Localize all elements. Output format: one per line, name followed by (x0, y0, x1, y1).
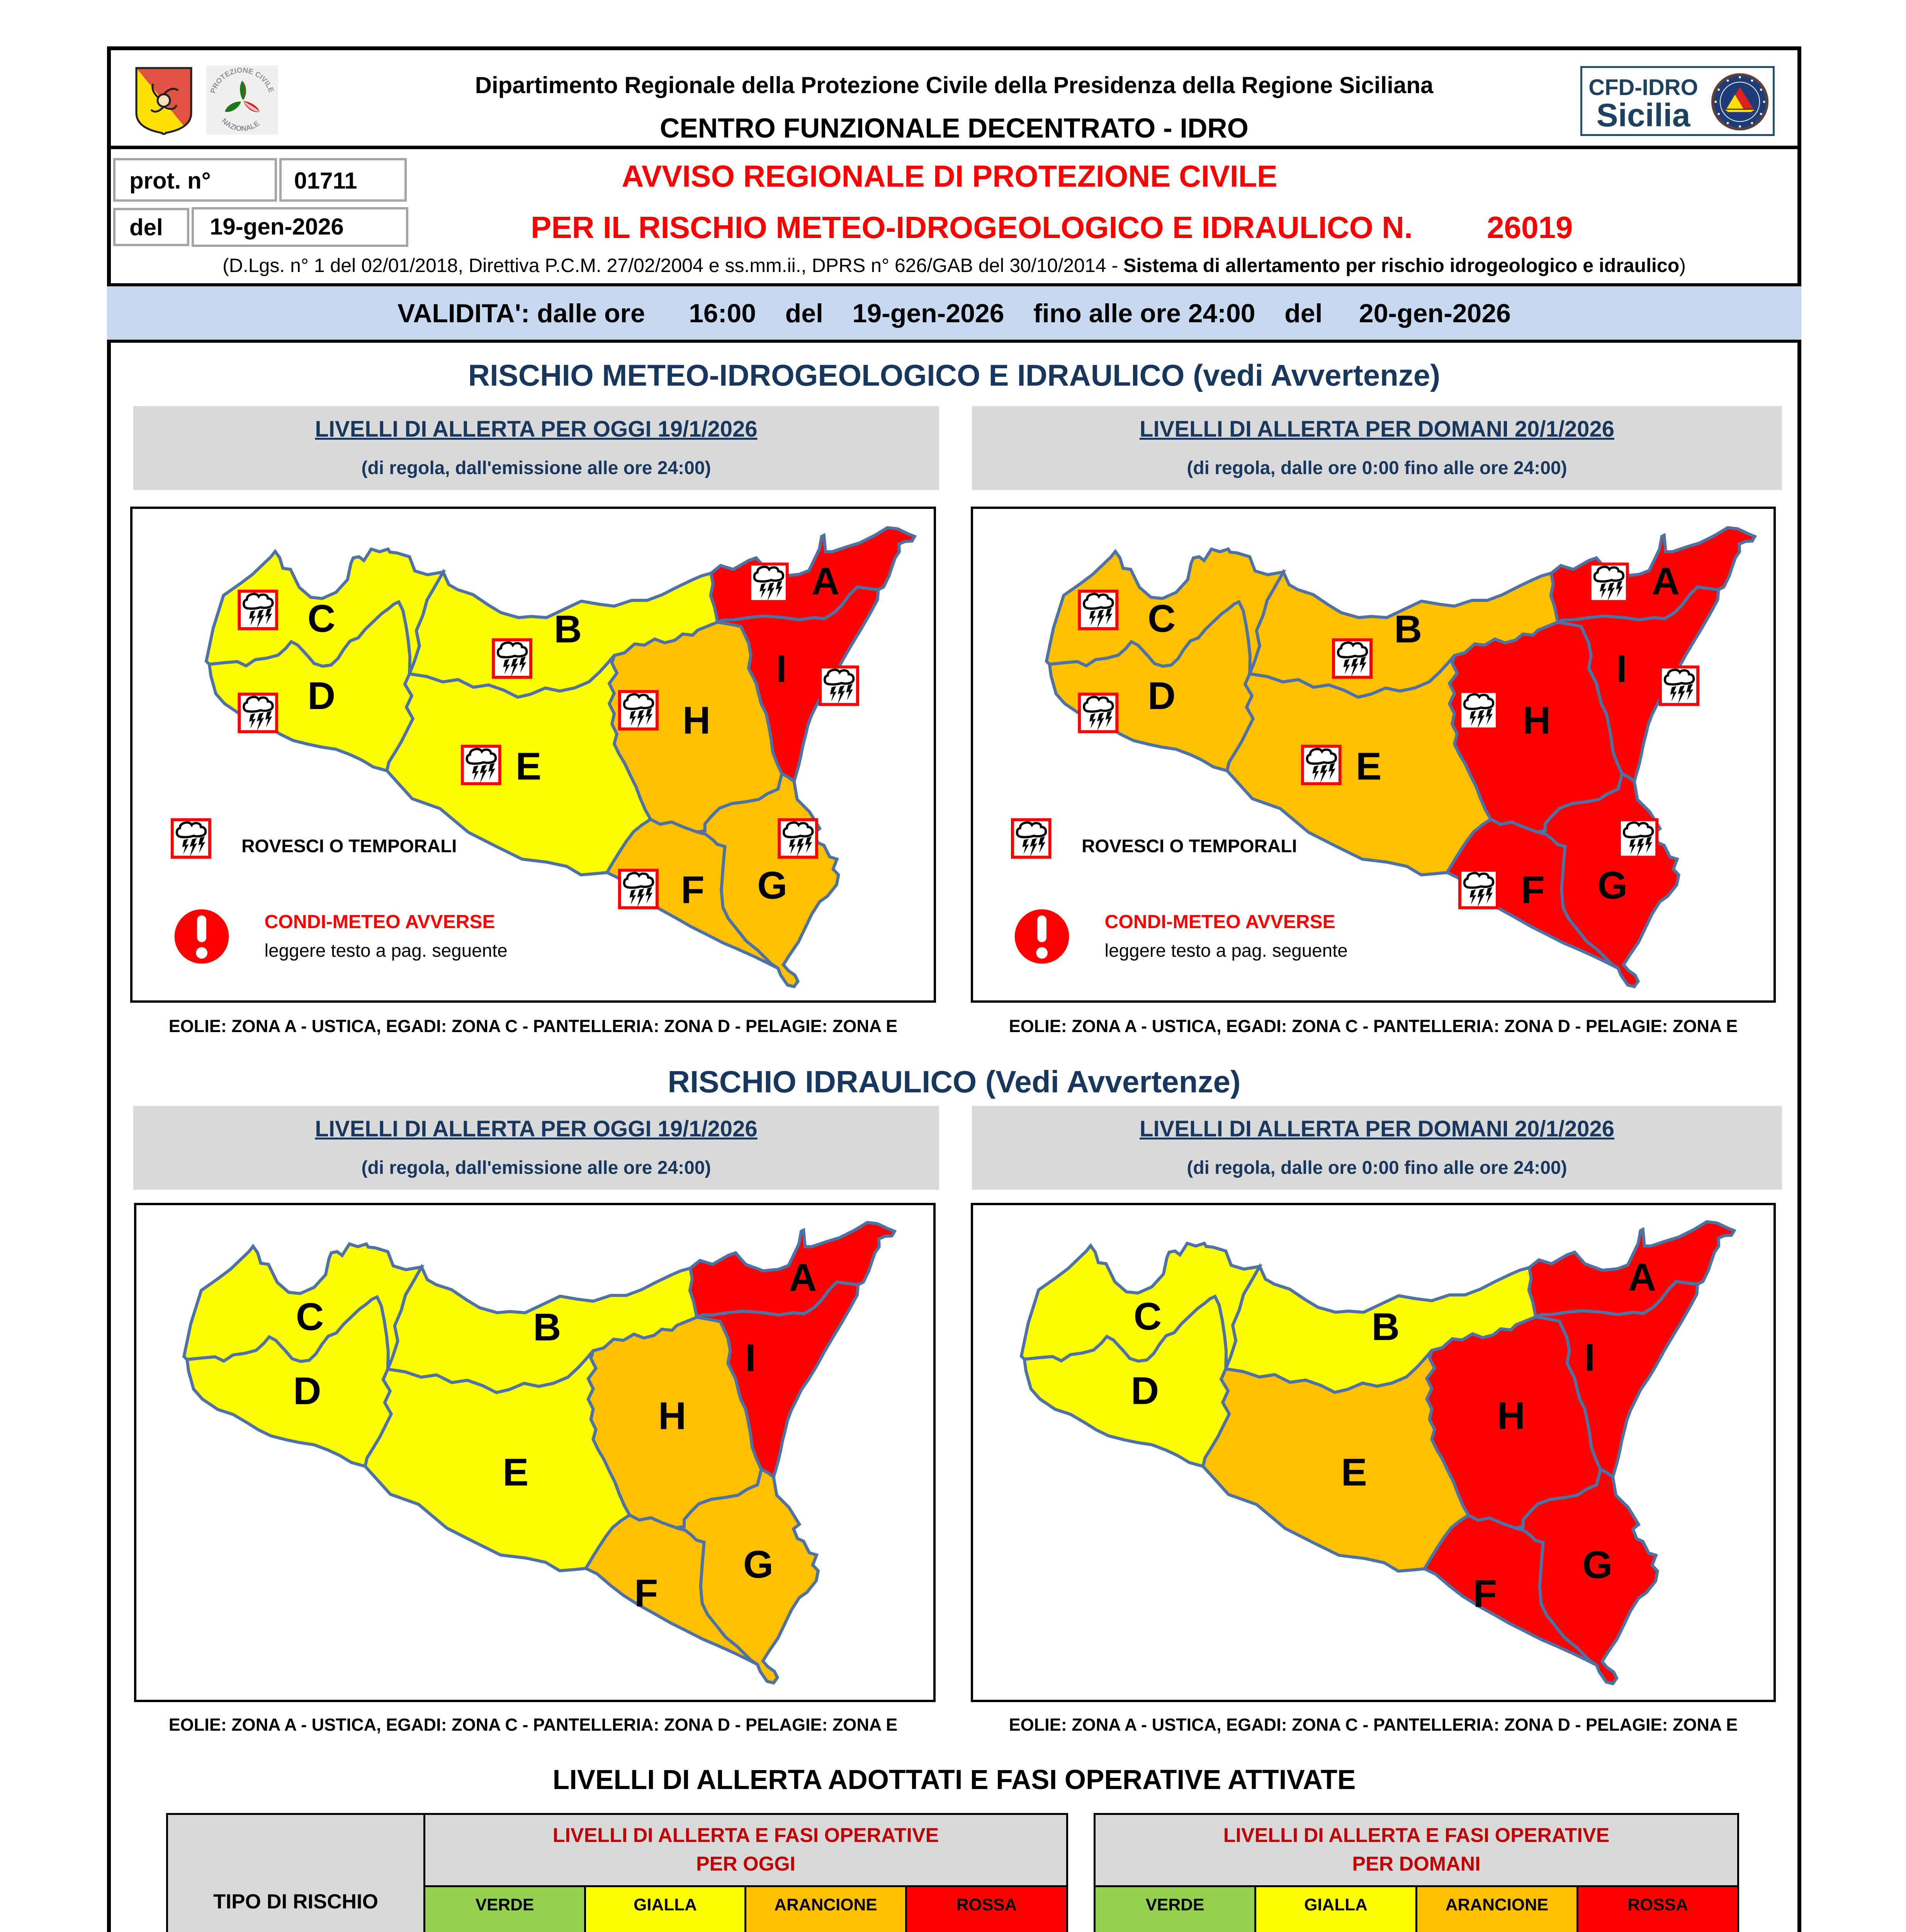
svg-text:F: F (681, 868, 705, 912)
svg-text:H: H (683, 699, 710, 742)
svg-text:C: C (296, 1295, 324, 1338)
svg-text:C: C (307, 597, 335, 640)
svg-text:B: B (554, 608, 582, 651)
svg-text:D: D (307, 674, 335, 718)
svg-text:G: G (757, 864, 787, 907)
svg-text:H: H (1497, 1394, 1525, 1437)
svg-text:F: F (1521, 868, 1545, 912)
svg-text:F: F (634, 1571, 658, 1615)
svg-text:H: H (658, 1394, 686, 1437)
svg-text:I: I (1616, 647, 1627, 690)
svg-text:A: A (1652, 560, 1680, 603)
svg-text:ROVESCI O TEMPORALI: ROVESCI O TEMPORALI (1082, 836, 1297, 857)
svg-text:B: B (533, 1306, 561, 1349)
svg-text:leggere testo a pag. seguente: leggere testo a pag. seguente (1105, 940, 1348, 961)
svg-text:A: A (789, 1256, 817, 1299)
svg-text:C: C (1133, 1295, 1162, 1338)
svg-text:E: E (1356, 745, 1382, 788)
svg-text:D: D (1148, 674, 1176, 718)
svg-text:B: B (1394, 608, 1422, 651)
svg-text:A: A (812, 560, 839, 603)
svg-text:ROVESCI O TEMPORALI: ROVESCI O TEMPORALI (241, 836, 457, 857)
svg-text:A: A (1628, 1255, 1656, 1299)
svg-text:D: D (293, 1369, 321, 1413)
svg-text:CONDI-METEO AVVERSE: CONDI-METEO AVVERSE (1105, 911, 1335, 932)
svg-text:I: I (1584, 1336, 1595, 1379)
svg-text:I: I (776, 647, 787, 690)
svg-text:leggere testo a pag. seguente: leggere testo a pag. seguente (265, 940, 508, 961)
svg-text:E: E (503, 1451, 528, 1494)
svg-text:H: H (1523, 699, 1551, 742)
svg-text:I: I (745, 1336, 756, 1379)
svg-text:G: G (743, 1543, 773, 1586)
svg-text:G: G (1582, 1543, 1612, 1587)
svg-text:CONDI-METEO AVVERSE: CONDI-METEO AVVERSE (265, 911, 495, 932)
svg-text:E: E (1341, 1451, 1367, 1494)
svg-text:E: E (516, 745, 542, 788)
svg-text:C: C (1148, 597, 1176, 640)
svg-text:G: G (1597, 864, 1627, 907)
svg-text:F: F (1473, 1572, 1497, 1616)
svg-text:D: D (1131, 1369, 1159, 1412)
svg-text:B: B (1372, 1305, 1400, 1349)
